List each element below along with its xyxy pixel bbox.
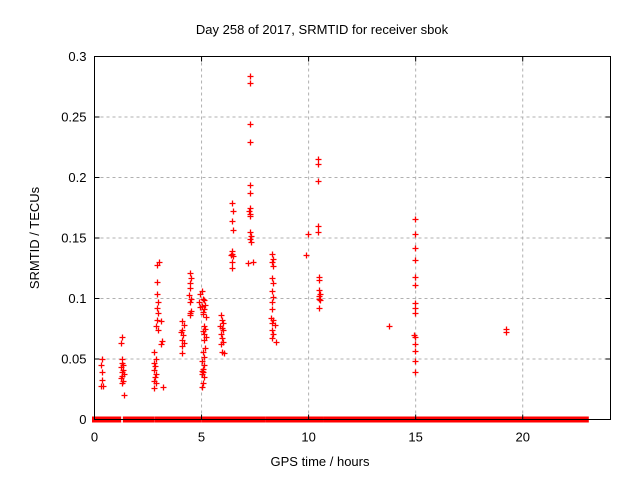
chart-title: Day 258 of 2017, SRMTID for receiver sbo…	[196, 22, 449, 37]
x-tick-label: 10	[301, 430, 315, 445]
y-tick-label: 0.15	[61, 231, 86, 246]
y-tick-label: 0.1	[68, 291, 86, 306]
y-tick-label: 0.3	[68, 49, 86, 64]
y-tick-label: 0.2	[68, 170, 86, 185]
y-axis-label: SRMTID / TECUs	[27, 186, 42, 289]
x-tick-label: 15	[408, 430, 422, 445]
x-tick-label: 5	[198, 430, 205, 445]
x-axis-label: GPS time / hours	[271, 454, 370, 469]
x-tick-label: 20	[515, 430, 529, 445]
data-points	[98, 73, 510, 399]
y-tick-label: 0	[79, 412, 86, 427]
y-tick-label: 0.25	[61, 110, 86, 125]
x-tick-label: 0	[91, 430, 98, 445]
y-tick-label: 0.05	[61, 352, 86, 367]
